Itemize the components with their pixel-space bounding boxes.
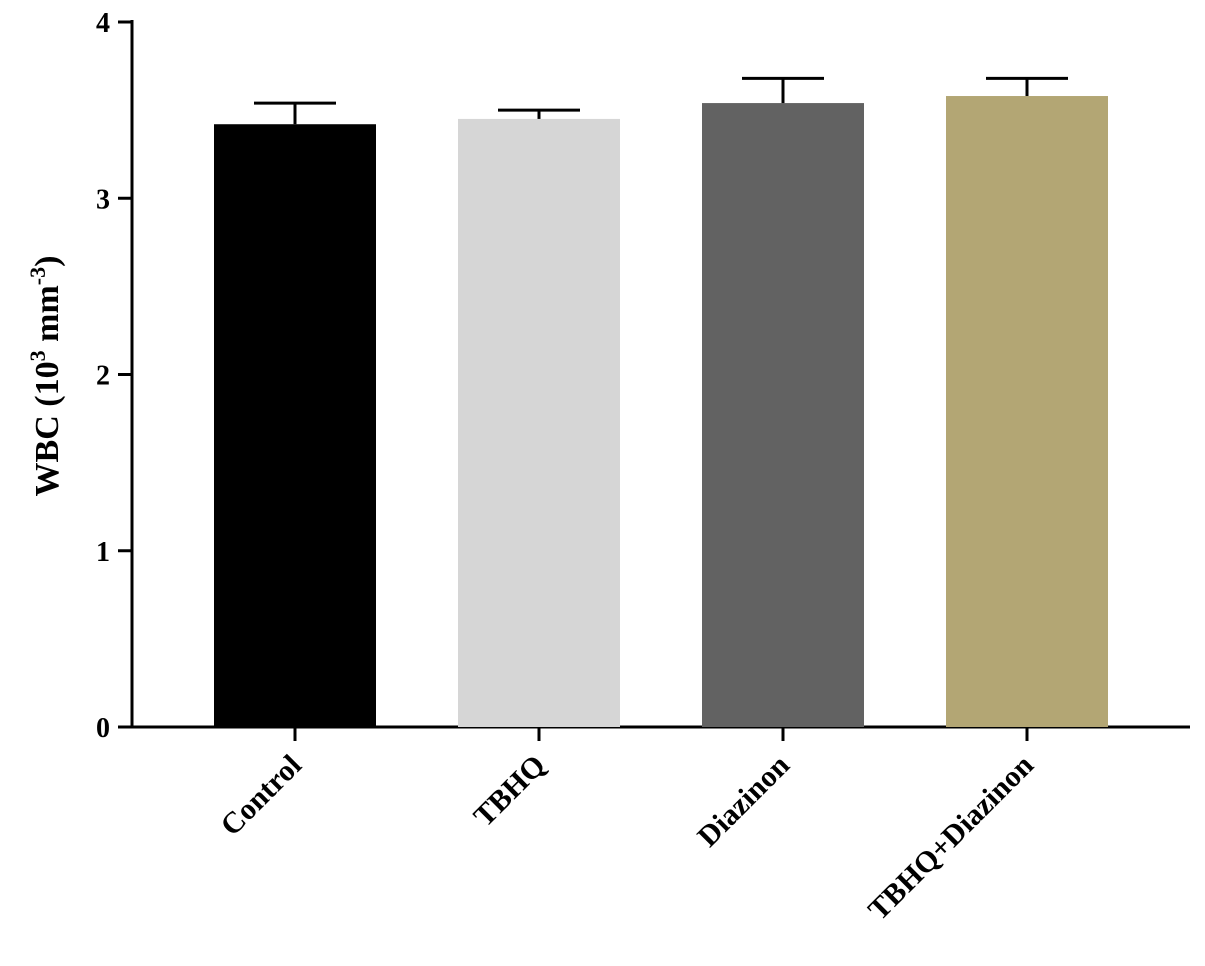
y-tick-label: 0	[96, 713, 110, 744]
bar-tbhq	[458, 118, 620, 727]
y-axis: 0 1 2 3 4	[96, 8, 134, 744]
y-axis-label: WBC (103 mm-3)	[25, 256, 66, 497]
x-tick-label: TBHQ+Diazinon	[862, 748, 1040, 926]
bar-diazinon	[702, 103, 864, 727]
bar-control	[214, 124, 376, 728]
bars-group	[214, 96, 1108, 728]
x-tick-label: TBHQ	[467, 749, 552, 834]
bar-tbhq-diazinon	[946, 96, 1108, 727]
x-tick-label: Diazinon	[691, 748, 796, 853]
y-tick-label: 3	[96, 184, 110, 215]
x-axis: Control TBHQ Diazinon TBHQ+Diazinon	[118, 725, 1190, 927]
y-tick-label: 4	[96, 8, 110, 39]
y-tick-label: 1	[96, 537, 110, 568]
x-tick-label: Control	[214, 749, 308, 843]
y-tick-label: 2	[96, 361, 110, 392]
error-bars-group	[254, 76, 1068, 125]
